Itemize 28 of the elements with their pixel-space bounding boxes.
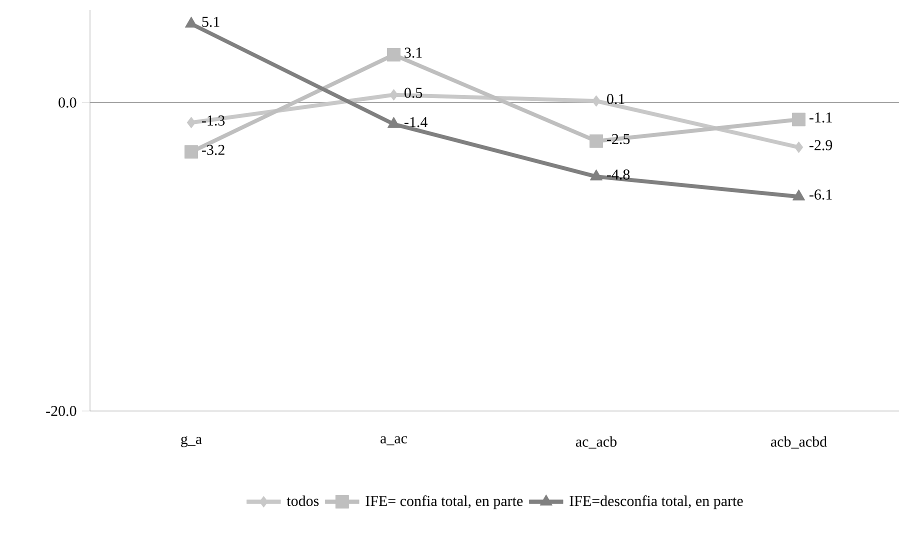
x-tick-label: acb_acbd [770,436,827,449]
data-label: 5.1 [202,16,220,27]
point [389,89,398,101]
data-label: -4.8 [607,169,630,180]
data-label: 3.1 [404,48,422,58]
data-label: -2.5 [607,134,630,144]
data-label: -6.1 [810,190,832,200]
legend-label: todos [286,495,319,506]
data-label: 0.1 [607,94,624,104]
point [186,116,196,128]
data-label: -2.9 [810,140,832,150]
point [794,142,804,154]
data-label: -3.2 [202,144,224,155]
point [387,48,401,62]
data-label: 0.5 [404,88,422,98]
x-tick-label: ac_acb [576,436,617,449]
y-tick-label: -20.0 [46,406,76,416]
point [184,145,198,159]
y-tick-label: 0.0 [58,97,76,108]
x-tick-label: a_ac [380,436,408,446]
legend-label: IFE= confia total, en parte [366,495,523,510]
data-label: -1.3 [202,116,225,126]
data-label: -1.4 [404,117,428,128]
x-tick-label: g_a [181,436,202,448]
point [792,112,806,126]
legend-label: IFE=desconfia total, en parte [570,495,743,510]
point [590,134,604,148]
data-label: -1.1 [810,112,832,123]
